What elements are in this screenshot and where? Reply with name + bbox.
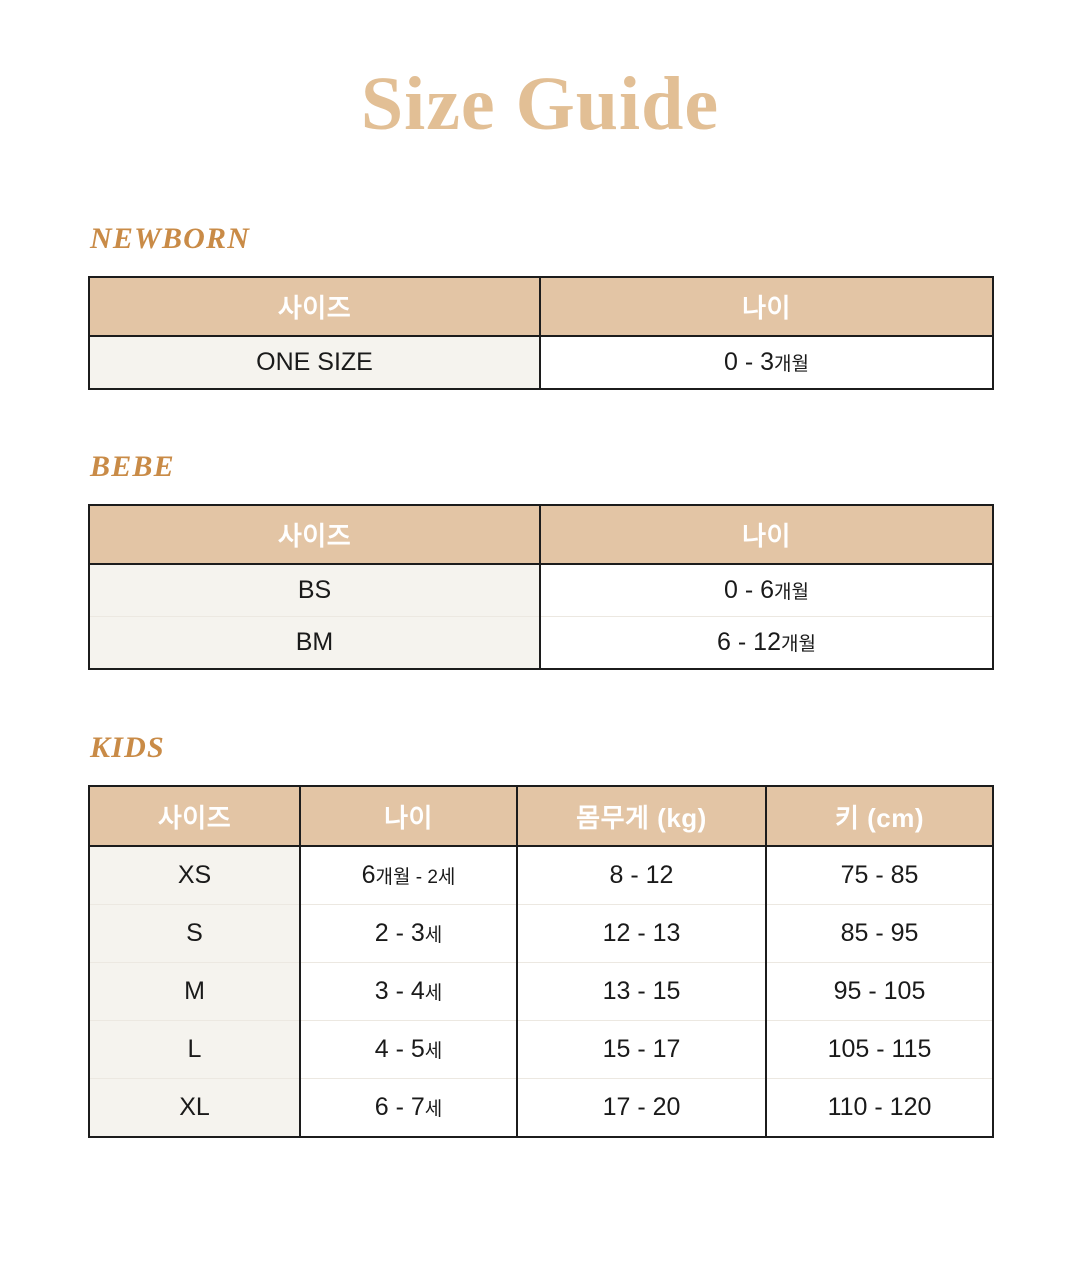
section-label-kids: KIDS bbox=[90, 731, 165, 764]
cell-age-suffix: 개월 bbox=[774, 354, 809, 375]
cell-size: XS bbox=[89, 846, 301, 905]
column-header-age: 나이 bbox=[540, 505, 993, 565]
cell-age: 2 - 3세 bbox=[300, 904, 518, 963]
bebe-size-table: 사이즈 나이 BS 0 - 6개월 BM 6 - 12개월 bbox=[88, 504, 994, 670]
cell-age-value: 6 - 12 bbox=[717, 628, 781, 656]
table-row: BM 6 - 12개월 bbox=[89, 616, 993, 669]
cell-age-suffix: 개월 bbox=[774, 582, 809, 603]
cell-age-value: 6 bbox=[361, 861, 376, 889]
cell-age-value: 0 - 3 bbox=[724, 348, 775, 376]
table-row: BS 0 - 6개월 bbox=[89, 564, 993, 617]
cell-size: BM bbox=[89, 616, 541, 669]
cell-age: 6 - 7세 bbox=[300, 1078, 518, 1137]
table-row: XS 6개월 - 2세 8 - 12 75 - 85 bbox=[89, 846, 993, 905]
cell-height: 75 - 85 bbox=[766, 846, 993, 905]
column-header-weight: 몸무게 (kg) bbox=[517, 786, 767, 847]
cell-height: 95 - 105 bbox=[766, 962, 993, 1021]
cell-age-suffix: 세 bbox=[437, 867, 456, 888]
cell-weight: 17 - 20 bbox=[517, 1078, 767, 1137]
section-bebe: BEBE 사이즈 나이 BS 0 - 6개월 BM 6 - 12개월 bbox=[88, 450, 994, 670]
cell-age-suffix: 세 bbox=[424, 1099, 443, 1120]
cell-age: 0 - 3개월 bbox=[540, 336, 993, 389]
table-row: XL 6 - 7세 17 - 20 110 - 120 bbox=[89, 1078, 993, 1137]
kids-size-table: 사이즈 나이 몸무게 (kg) 키 (cm) XS 6개월 - 2세 8 - 1… bbox=[88, 785, 994, 1138]
cell-age: 6 - 12개월 bbox=[540, 616, 993, 669]
table-row: ONE SIZE 0 - 3개월 bbox=[89, 336, 993, 389]
table-header-row: 사이즈 나이 몸무게 (kg) 키 (cm) bbox=[89, 786, 993, 847]
cell-age-value: 3 - 4 bbox=[374, 977, 425, 1005]
cell-age: 3 - 4세 bbox=[300, 962, 518, 1021]
cell-age-suffix: 세 bbox=[424, 1041, 443, 1062]
cell-height: 105 - 115 bbox=[766, 1020, 993, 1079]
cell-size: M bbox=[89, 962, 301, 1021]
cell-age-value: 6 - 7 bbox=[374, 1093, 425, 1121]
section-label-bebe: BEBE bbox=[90, 450, 175, 483]
section-kids: KIDS 사이즈 나이 몸무게 (kg) 키 (cm) XS 6개월 - bbox=[88, 731, 994, 1138]
cell-size: XL bbox=[89, 1078, 301, 1137]
cell-age-mid: 개월 - 2 bbox=[375, 867, 438, 888]
cell-weight: 8 - 12 bbox=[517, 846, 767, 905]
cell-age-suffix: 세 bbox=[424, 925, 443, 946]
cell-age-suffix: 개월 bbox=[780, 634, 816, 655]
page-title: Size Guide bbox=[360, 62, 720, 146]
column-header-size: 사이즈 bbox=[89, 786, 301, 847]
cell-age: 4 - 5세 bbox=[300, 1020, 518, 1079]
cell-age-value: 0 - 6 bbox=[724, 576, 775, 604]
cell-size: BS bbox=[89, 564, 541, 617]
cell-height: 110 - 120 bbox=[766, 1078, 993, 1137]
column-header-height: 키 (cm) bbox=[766, 786, 993, 847]
cell-age: 6개월 - 2세 bbox=[300, 846, 518, 905]
column-header-size: 사이즈 bbox=[89, 277, 541, 337]
column-header-age: 나이 bbox=[300, 786, 518, 847]
table-row: S 2 - 3세 12 - 13 85 - 95 bbox=[89, 904, 993, 963]
table-row: L 4 - 5세 15 - 17 105 - 115 bbox=[89, 1020, 993, 1079]
table-header-row: 사이즈 나이 bbox=[89, 277, 993, 337]
cell-age-value: 2 - 3 bbox=[374, 919, 425, 947]
cell-age-suffix: 세 bbox=[424, 983, 443, 1004]
cell-size: S bbox=[89, 904, 301, 963]
cell-height: 85 - 95 bbox=[766, 904, 993, 963]
column-header-size: 사이즈 bbox=[89, 505, 541, 565]
cell-weight: 15 - 17 bbox=[517, 1020, 767, 1079]
section-newborn: NEWBORN 사이즈 나이 ONE SIZE 0 - 3개월 bbox=[88, 222, 994, 390]
table-header-row: 사이즈 나이 bbox=[89, 505, 993, 565]
cell-age: 0 - 6개월 bbox=[540, 564, 993, 617]
cell-weight: 12 - 13 bbox=[517, 904, 767, 963]
newborn-size-table: 사이즈 나이 ONE SIZE 0 - 3개월 bbox=[88, 276, 994, 390]
section-label-newborn: NEWBORN bbox=[90, 222, 251, 255]
cell-age-value: 4 - 5 bbox=[374, 1035, 425, 1063]
cell-weight: 13 - 15 bbox=[517, 962, 767, 1021]
cell-size: ONE SIZE bbox=[89, 336, 541, 389]
table-row: M 3 - 4세 13 - 15 95 - 105 bbox=[89, 962, 993, 1021]
cell-size: L bbox=[89, 1020, 301, 1079]
column-header-age: 나이 bbox=[540, 277, 993, 337]
